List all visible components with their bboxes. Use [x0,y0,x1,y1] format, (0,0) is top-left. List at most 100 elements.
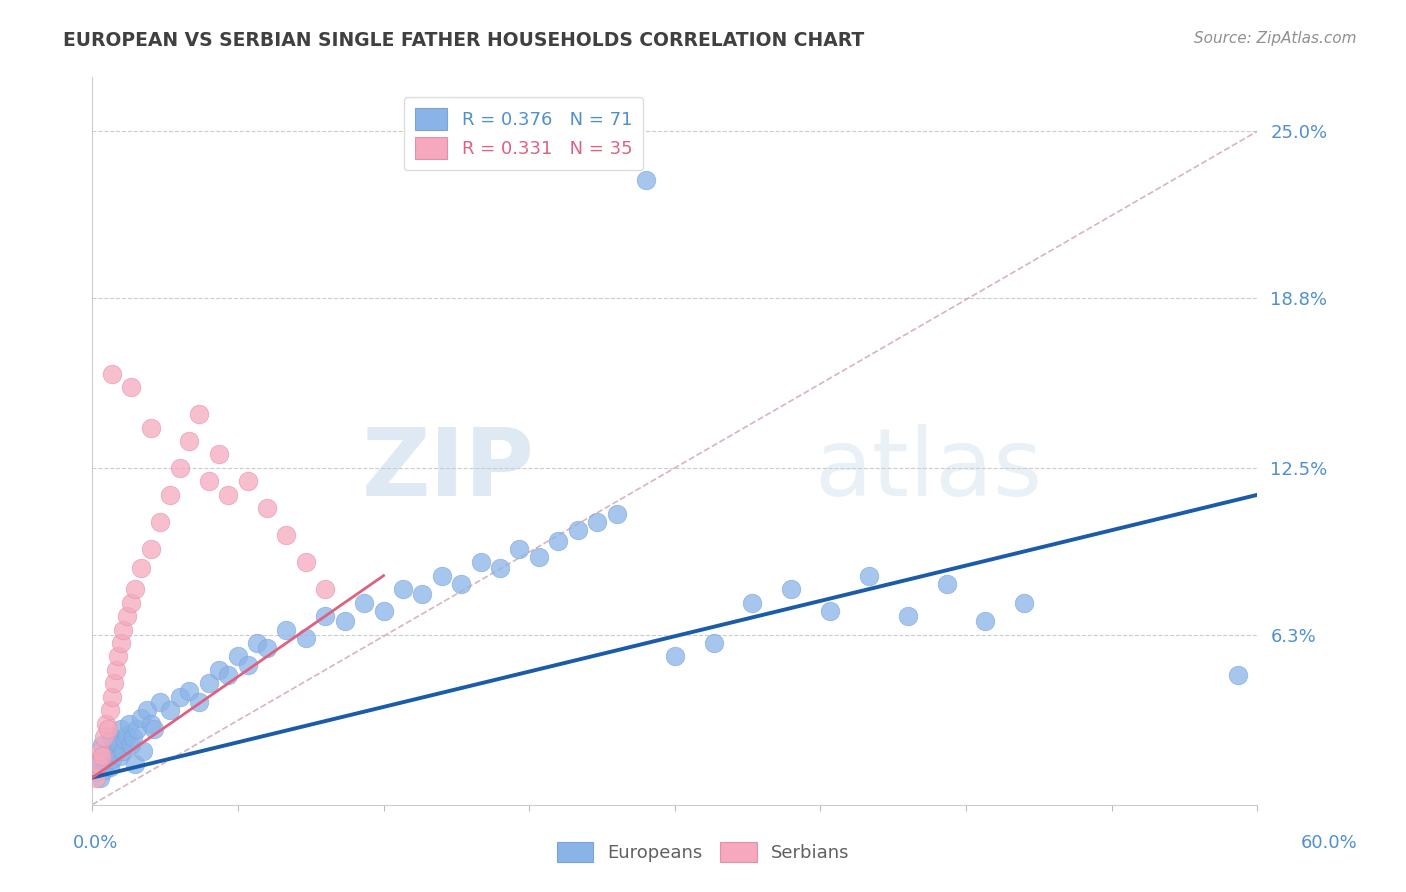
Point [135,703,157,717]
Point [87,757,110,772]
Point [430,568,453,582]
Point [107,649,129,664]
Point [84,771,107,785]
Point [198,475,221,489]
Point [276,623,298,637]
Point [159,488,181,502]
Point [295,631,318,645]
Point [207,663,229,677]
Point [276,528,298,542]
Point [104,663,127,677]
Text: atlas: atlas [814,424,1043,516]
Point [103,747,125,761]
Point [100,730,122,744]
Point [117,609,139,624]
Point [217,668,239,682]
Point [98,760,121,774]
Point [198,676,221,690]
Point [103,676,125,690]
Point [567,523,589,537]
Text: EUROPEAN VS SERBIAN SINGLE FATHER HOUSEHOLDS CORRELATION CHART: EUROPEAN VS SERBIAN SINGLE FATHER HOUSEH… [63,31,865,50]
Point [91,749,114,764]
Point [664,649,686,664]
Point [122,730,145,744]
Point [508,541,530,556]
Point [139,420,162,434]
Point [125,722,148,736]
Point [114,732,136,747]
Point [100,690,122,704]
Point [107,736,129,750]
Point [159,703,181,717]
Point [91,749,114,764]
Point [974,615,997,629]
Point [935,576,957,591]
Point [897,609,920,624]
Point [741,596,763,610]
Point [188,695,211,709]
Point [333,615,356,629]
Text: 60.0%: 60.0% [1301,834,1357,852]
Point [117,727,139,741]
Point [94,755,117,769]
Point [527,549,550,564]
Point [129,560,152,574]
Point [295,555,318,569]
Point [94,716,117,731]
Point [818,604,841,618]
Point [143,722,166,736]
Point [120,380,142,394]
Text: Source: ZipAtlas.com: Source: ZipAtlas.com [1194,31,1357,46]
Point [87,757,110,772]
Point [120,739,142,753]
Point [97,744,120,758]
Point [169,461,191,475]
Point [586,515,609,529]
Point [353,596,375,610]
Point [124,582,146,596]
Point [1226,668,1249,682]
Point [217,488,239,502]
Point [89,771,111,785]
Point [100,752,122,766]
Point [411,587,433,601]
Point [110,722,132,736]
Text: 0.0%: 0.0% [73,834,118,852]
Point [104,741,127,756]
Point [188,407,211,421]
Point [373,604,395,618]
Point [179,684,201,698]
Point [858,568,880,582]
Point [489,560,512,574]
Point [246,636,269,650]
Text: ZIP: ZIP [363,424,536,516]
Point [450,576,472,591]
Point [112,623,135,637]
Point [132,744,155,758]
Point [149,695,172,709]
Point [470,555,492,569]
Point [112,744,135,758]
Point [314,582,336,596]
Point [139,541,162,556]
Point [256,501,278,516]
Point [93,763,115,777]
Point [84,765,107,780]
Point [124,757,146,772]
Point [703,636,725,650]
Point [139,716,162,731]
Point [780,582,803,596]
Point [314,609,336,624]
Point [118,716,141,731]
Legend: Europeans, Serbians: Europeans, Serbians [550,834,856,870]
Point [392,582,415,596]
Point [179,434,201,448]
Point [91,739,114,753]
Point [120,596,142,610]
Point [149,515,172,529]
Point [606,507,628,521]
Point [129,711,152,725]
Point [98,703,121,717]
Point [93,730,115,744]
Point [1014,596,1036,610]
